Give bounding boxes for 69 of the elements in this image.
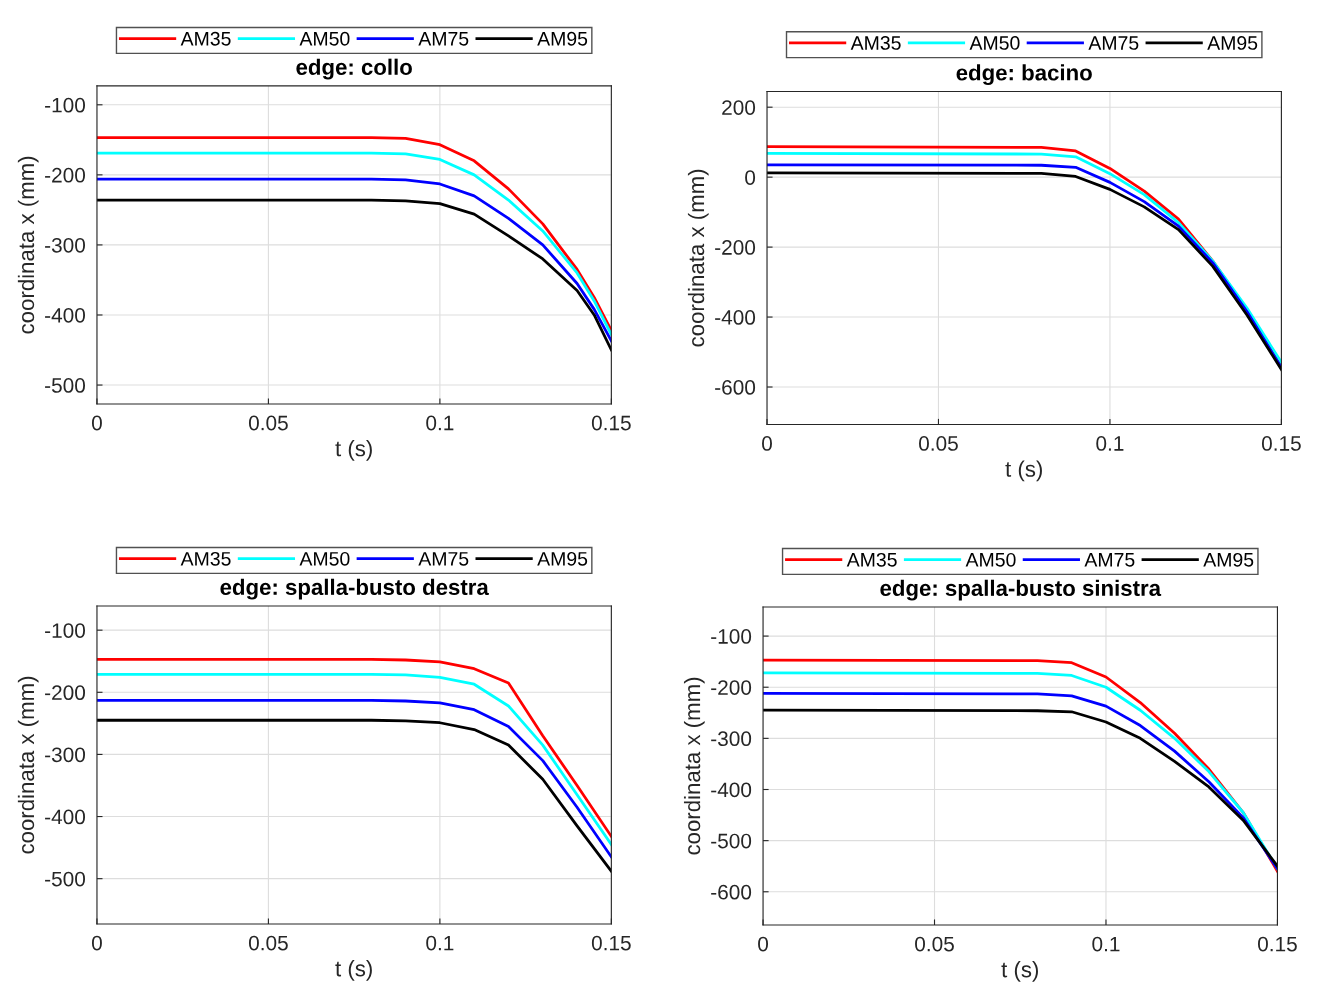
line-series — [96, 698, 612, 859]
chart-title: edge: spalla-busto sinistra — [880, 579, 1162, 601]
x-tick-label: 0.1 — [426, 415, 454, 431]
y-tick-label: 200 — [722, 100, 756, 115]
x-axis-title: t (s) — [1005, 460, 1042, 482]
line-series — [96, 198, 612, 352]
y-tick-label: -400 — [45, 307, 86, 323]
y-axis-title: coordinata x (mm) — [17, 676, 39, 854]
y-tick-label: -500 — [45, 871, 86, 887]
y-tick-label: -200 — [711, 680, 752, 695]
y-tick-label: -600 — [711, 884, 752, 900]
y-tick-label: -300 — [45, 237, 86, 253]
y-axis-title: coordinata x (mm) — [17, 156, 39, 334]
legend-label: AM95 — [537, 551, 588, 566]
legend-label: AM35 — [180, 31, 231, 46]
y-tick-label: -200 — [45, 167, 86, 183]
x-tick-label: 0.1 — [1096, 436, 1124, 451]
y-tick-label: -100 — [45, 97, 86, 113]
y-tick-label: -500 — [711, 833, 752, 849]
x-tick-label: 0 — [758, 936, 769, 952]
y-axis-title: coordinata x (mm) — [687, 169, 709, 347]
legend-label: AM50 — [969, 36, 1020, 50]
line-series — [96, 177, 612, 343]
y-tick-label: -400 — [45, 809, 86, 825]
legend-label: AM50 — [299, 551, 350, 566]
y-tick-label: -400 — [711, 782, 752, 798]
legend-label: AM95 — [1203, 552, 1254, 567]
x-tick-label: 0.05 — [248, 415, 288, 431]
x-tick-label: 0 — [762, 436, 772, 451]
x-tick-label: 0.15 — [1257, 936, 1297, 952]
legend-label: AM35 — [180, 551, 231, 566]
y-tick-label: -300 — [711, 731, 752, 747]
legend-label: AM50 — [299, 31, 350, 46]
chart-title: edge: collo — [296, 58, 412, 80]
x-tick-label: 0.05 — [248, 935, 288, 951]
x-tick-label: 0 — [91, 935, 102, 951]
x-tick-label: 0.15 — [1261, 436, 1301, 451]
y-tick-label: -200 — [45, 685, 86, 701]
legend-label: AM95 — [537, 31, 588, 46]
legend-label: AM75 — [418, 32, 469, 46]
x-axis-title: t (s) — [1001, 961, 1038, 982]
line-series — [96, 718, 612, 873]
x-axis-title: t (s) — [335, 440, 372, 461]
legend-label: AM75 — [1084, 553, 1135, 567]
legend-label: AM50 — [965, 552, 1016, 567]
x-tick-label: 0 — [91, 415, 102, 431]
x-tick-label: 0.1 — [1092, 936, 1120, 952]
y-tick-label: -400 — [715, 310, 756, 325]
x-axis-title: t (s) — [335, 960, 372, 981]
x-tick-label: 0.05 — [915, 936, 954, 952]
y-tick-label: -600 — [715, 380, 756, 395]
y-tick-label: -300 — [45, 747, 86, 763]
y-tick-label: -200 — [715, 240, 756, 255]
y-tick-label: -100 — [711, 629, 752, 644]
legend-label: AM95 — [1207, 36, 1258, 50]
legend-label: AM35 — [846, 552, 897, 567]
chart-title: edge: bacino — [956, 64, 1092, 86]
legend-label: AM75 — [418, 552, 469, 566]
y-tick-label: 0 — [745, 170, 756, 185]
legend-label: AM35 — [850, 36, 901, 50]
y-tick-label: -500 — [45, 378, 86, 393]
x-tick-label: 0.05 — [919, 436, 958, 451]
y-axis-title: coordinata x (mm) — [683, 677, 705, 855]
chart-title: edge: spalla-busto destra — [220, 578, 489, 600]
y-tick-label: -100 — [45, 623, 86, 638]
x-tick-label: 0.1 — [426, 935, 454, 951]
legend-label: AM75 — [1088, 36, 1139, 50]
x-tick-label: 0.15 — [591, 935, 631, 951]
x-tick-label: 0.15 — [591, 415, 631, 431]
